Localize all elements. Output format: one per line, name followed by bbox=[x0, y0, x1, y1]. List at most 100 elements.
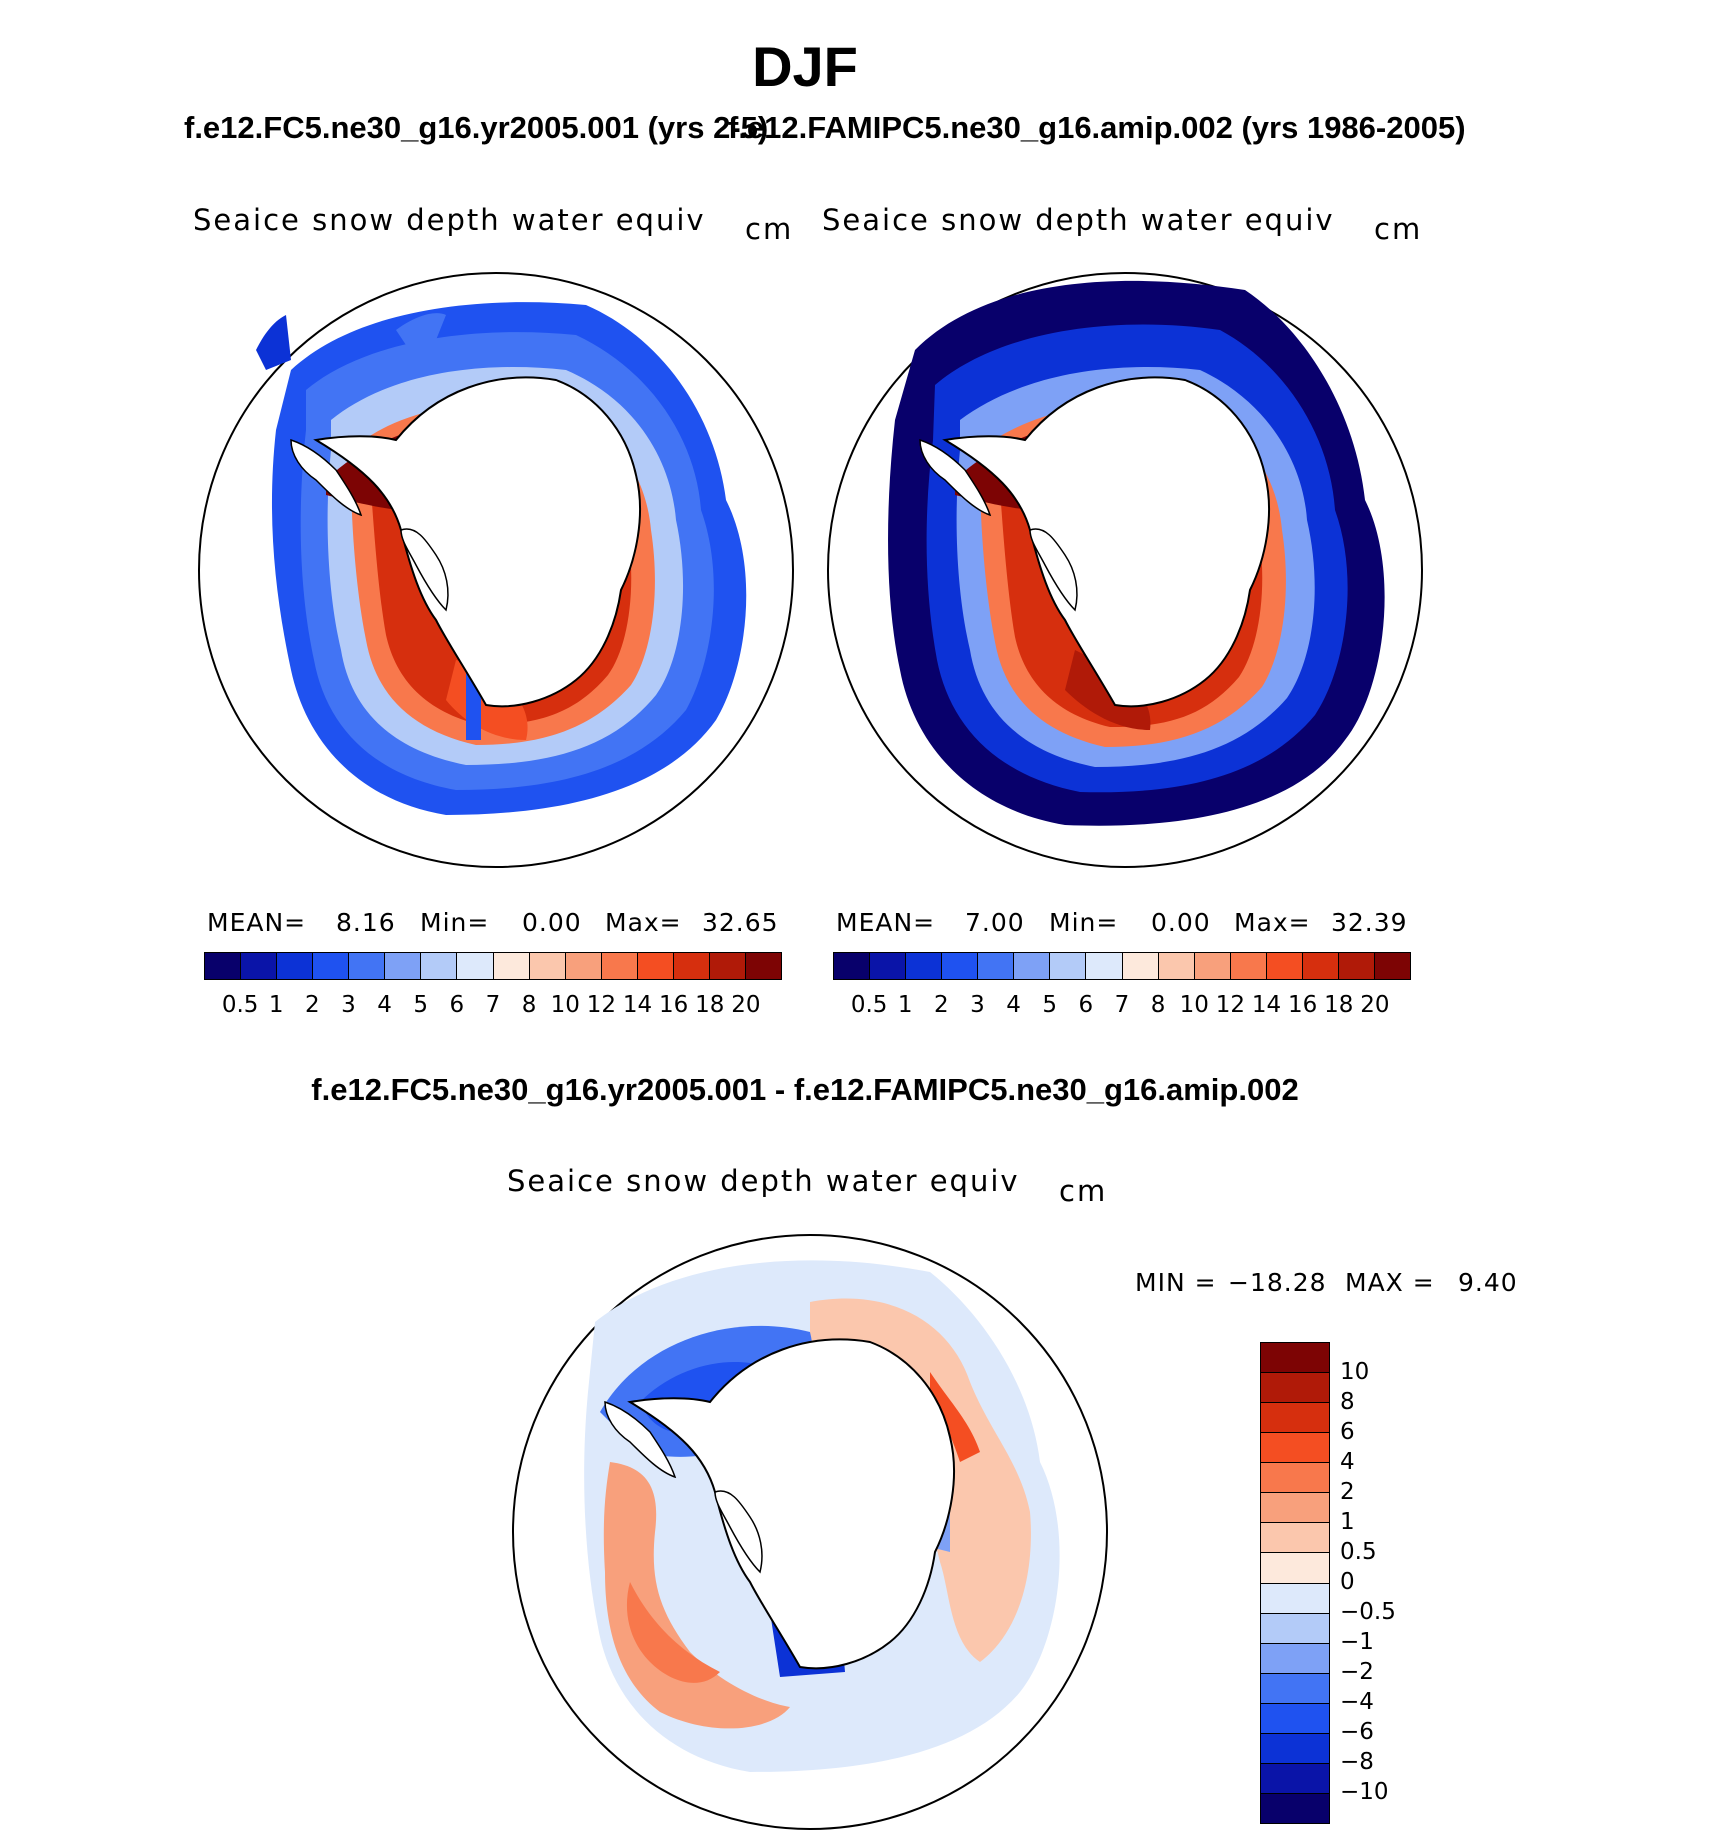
colorbar-tick-label: −10 bbox=[1340, 1779, 1389, 1805]
colorbar-tick-label: 6 bbox=[1078, 992, 1094, 1018]
colorbar-tick-label: 14 bbox=[622, 992, 653, 1018]
colorbar-tick-label: −4 bbox=[1340, 1689, 1374, 1715]
left-case-title: f.e12.FC5.ne30_g16.yr2005.001 (yrs 2-5) bbox=[184, 110, 769, 145]
colorbar-swatch bbox=[1261, 1583, 1329, 1614]
left-peninsula bbox=[290, 438, 363, 517]
right-min-value: 0.00 bbox=[1151, 908, 1211, 937]
colorbar-tick-label: 7 bbox=[485, 992, 501, 1018]
colorbar-swatch bbox=[1086, 953, 1123, 979]
right-variable-label: Seaice snow depth water equiv bbox=[822, 203, 1335, 237]
season-title: DJF bbox=[752, 35, 858, 98]
left-min-label: Min= bbox=[420, 908, 490, 937]
right-ross-shelf bbox=[1029, 528, 1078, 612]
colorbar-tick-label: 6 bbox=[1340, 1419, 1355, 1445]
colorbar-swatch bbox=[1261, 1493, 1329, 1524]
colorbar-tick-label: 0.5 bbox=[221, 992, 259, 1018]
colorbar-swatch bbox=[421, 953, 458, 979]
colorbar-swatch bbox=[529, 953, 566, 979]
colorbar-swatch bbox=[1261, 1403, 1329, 1434]
colorbar-tick-label: 4 bbox=[1006, 992, 1021, 1018]
colorbar-tick-label: 4 bbox=[377, 992, 392, 1018]
colorbar-swatch bbox=[637, 953, 674, 979]
diff-colorbar-labels: 10 8 6 4 2 1 0.5 0 −0.5 −1 −2 −4 −6 −8 −10 bbox=[1340, 1342, 1460, 1822]
right-colorbar bbox=[833, 952, 1411, 980]
right-min-label: Min= bbox=[1049, 908, 1119, 937]
colorbar-swatch bbox=[205, 953, 242, 979]
colorbar-swatch bbox=[457, 953, 494, 979]
colorbar-tick-label: 10 bbox=[550, 992, 580, 1018]
colorbar-tick-label: 16 bbox=[658, 992, 689, 1018]
diff-max-value: 9.40 bbox=[1458, 1268, 1518, 1297]
colorbar-tick-label: 2 bbox=[1340, 1479, 1355, 1505]
colorbar-tick-label: 10 bbox=[1179, 992, 1209, 1018]
colorbar-tick-label: 16 bbox=[1287, 992, 1318, 1018]
colorbar-swatch bbox=[1158, 953, 1195, 979]
colorbar-swatch bbox=[565, 953, 602, 979]
right-mean-value: 7.00 bbox=[965, 908, 1025, 937]
colorbar-swatch bbox=[1261, 1373, 1329, 1404]
colorbar-tick-label: 12 bbox=[586, 992, 617, 1018]
colorbar-tick-label: 1 bbox=[897, 992, 913, 1018]
colorbar-swatch bbox=[942, 953, 979, 979]
colorbar-swatch bbox=[709, 953, 746, 979]
colorbar-tick-label: 1 bbox=[1340, 1509, 1355, 1535]
colorbar-swatch bbox=[601, 953, 638, 979]
diff-case-title: f.e12.FC5.ne30_g16.yr2005.001 - f.e12.FA… bbox=[311, 1072, 1299, 1107]
colorbar-swatch bbox=[241, 953, 278, 979]
left-mean-value: 8.16 bbox=[336, 908, 396, 937]
colorbar-swatch bbox=[1374, 953, 1410, 979]
colorbar-tick-label: 5 bbox=[1042, 992, 1058, 1018]
colorbar-swatch bbox=[1338, 953, 1375, 979]
colorbar-swatch bbox=[277, 953, 314, 979]
colorbar-tick-label: −1 bbox=[1340, 1629, 1374, 1655]
colorbar-tick-label: 8 bbox=[1150, 992, 1166, 1018]
colorbar-swatch bbox=[673, 953, 710, 979]
colorbar-swatch bbox=[385, 953, 422, 979]
colorbar-swatch bbox=[1194, 953, 1231, 979]
right-units-label: cm bbox=[1374, 212, 1423, 246]
colorbar-tick-label: 0.5 bbox=[1340, 1539, 1377, 1565]
colorbar-tick-label: 20 bbox=[1360, 992, 1390, 1018]
colorbar-swatch bbox=[1261, 1553, 1329, 1584]
right-mean-label: MEAN= bbox=[836, 908, 936, 937]
colorbar-swatch bbox=[349, 953, 386, 979]
colorbar-tick-label: 2 bbox=[305, 992, 320, 1018]
colorbar-tick-label: −2 bbox=[1340, 1659, 1374, 1685]
colorbar-swatch bbox=[978, 953, 1015, 979]
colorbar-swatch bbox=[1050, 953, 1087, 979]
colorbar-swatch bbox=[493, 953, 530, 979]
colorbar-swatch bbox=[1302, 953, 1339, 979]
diff-max-label: MAX = bbox=[1345, 1268, 1435, 1297]
diff-units-label: cm bbox=[1059, 1174, 1108, 1208]
diff-antarctica bbox=[627, 1338, 956, 1670]
colorbar-swatch bbox=[1261, 1523, 1329, 1554]
colorbar-tick-label: −8 bbox=[1340, 1749, 1374, 1775]
colorbar-tick-label: 1 bbox=[268, 992, 284, 1018]
colorbar-tick-label: 8 bbox=[521, 992, 537, 1018]
left-mean-label: MEAN= bbox=[207, 908, 307, 937]
left-max-value: 32.65 bbox=[702, 908, 779, 937]
left-max-label: Max= bbox=[605, 908, 682, 937]
colorbar-swatch bbox=[1122, 953, 1159, 979]
colorbar-swatch bbox=[1261, 1463, 1329, 1494]
colorbar-tick-label: 4 bbox=[1340, 1449, 1355, 1475]
colorbar-tick-label: −0.5 bbox=[1340, 1599, 1396, 1625]
colorbar-swatch bbox=[1261, 1343, 1329, 1374]
left-units-label: cm bbox=[745, 212, 794, 246]
left-ross-shelf bbox=[400, 528, 449, 612]
left-variable-label: Seaice snow depth water equiv bbox=[193, 203, 706, 237]
diff-peninsula bbox=[604, 1400, 677, 1479]
colorbar-tick-label: 5 bbox=[413, 992, 429, 1018]
right-case-title: f.e12.FAMIPC5.ne30_g16.amip.002 (yrs 198… bbox=[728, 110, 1466, 145]
left-polar-map bbox=[198, 272, 794, 868]
left-antarctica bbox=[313, 376, 642, 708]
colorbar-tick-label: 3 bbox=[970, 992, 985, 1018]
colorbar-swatch bbox=[834, 953, 871, 979]
colorbar-swatch bbox=[1261, 1793, 1329, 1823]
colorbar-swatch bbox=[1266, 953, 1303, 979]
colorbar-tick-label: 12 bbox=[1215, 992, 1246, 1018]
right-antarctica bbox=[942, 376, 1271, 708]
left-colorbar bbox=[204, 952, 782, 980]
colorbar-swatch bbox=[1261, 1733, 1329, 1764]
colorbar-tick-label: 10 bbox=[1340, 1359, 1370, 1385]
